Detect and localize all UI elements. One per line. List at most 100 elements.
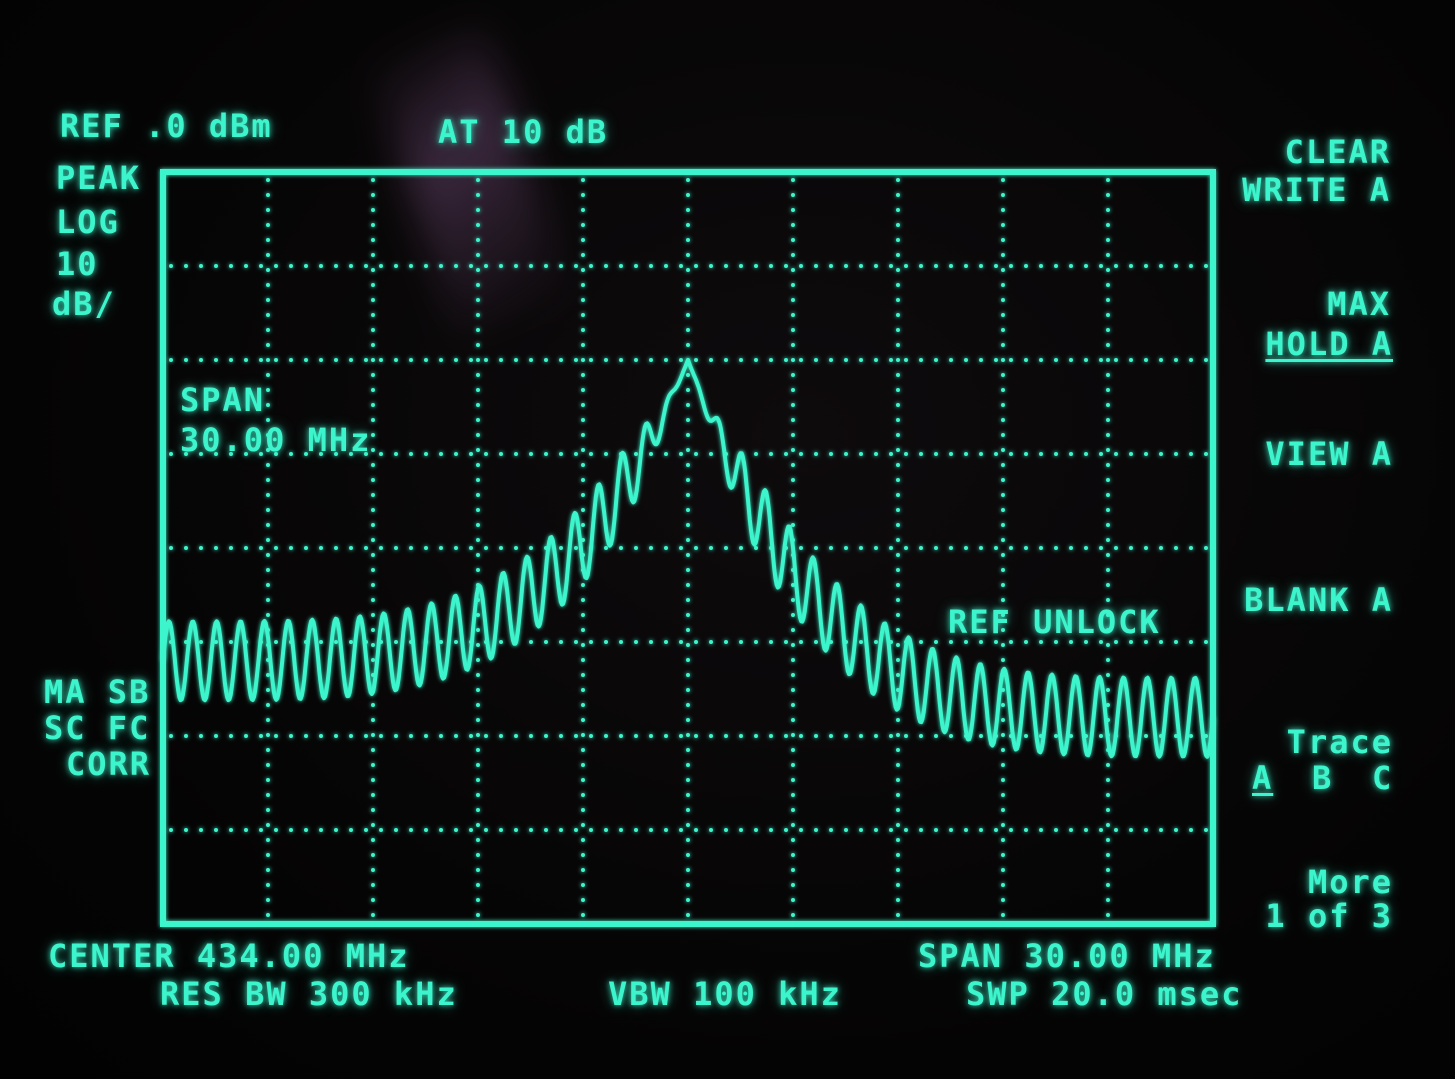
grid-dot xyxy=(476,748,480,752)
grid-dot xyxy=(799,640,803,644)
grid-dot xyxy=(1001,823,1005,827)
grid-dot xyxy=(1054,734,1058,738)
grid-dot xyxy=(1189,640,1193,644)
grid-dot xyxy=(791,763,795,767)
grid-dot xyxy=(649,828,653,832)
grid-dot xyxy=(791,373,795,377)
grid-dot xyxy=(559,734,563,738)
grid-dot xyxy=(1084,264,1088,268)
grid-dot xyxy=(214,358,218,362)
softkey-label: CLEAR xyxy=(1284,133,1391,171)
grid-dot xyxy=(1129,640,1133,644)
grid-dot xyxy=(244,828,248,832)
grid-dot xyxy=(919,264,923,268)
grid-dot xyxy=(1099,734,1103,738)
span-annotation-value: 30.00 MHz xyxy=(180,421,372,459)
grid-dot xyxy=(371,478,375,482)
grid-dot xyxy=(964,358,968,362)
grid-dot xyxy=(214,264,218,268)
grid-dot xyxy=(1106,193,1110,197)
grid-dot xyxy=(529,452,533,456)
grid-dot xyxy=(1106,583,1110,587)
grid-dot xyxy=(409,452,413,456)
grid-dot xyxy=(896,553,900,557)
grid-dot xyxy=(1114,828,1118,832)
trace-a xyxy=(161,358,1215,759)
grid-dot xyxy=(896,238,900,242)
grid-dot xyxy=(259,452,263,456)
grid-dot xyxy=(1106,238,1110,242)
grid-dot xyxy=(274,734,278,738)
grid-dot xyxy=(1069,546,1073,550)
grid-dot xyxy=(829,264,833,268)
grid-dot xyxy=(379,452,383,456)
grid-dot xyxy=(379,828,383,832)
grid-dot xyxy=(679,452,683,456)
grid-dot xyxy=(634,734,638,738)
grid-dot xyxy=(484,358,488,362)
grid-dot xyxy=(896,358,900,362)
grid-dot xyxy=(791,793,795,797)
grid-dot xyxy=(1106,328,1110,332)
grid-dot xyxy=(791,838,795,842)
softkey-label: VIEW A xyxy=(1265,435,1393,473)
grid-dot xyxy=(686,283,690,287)
grid-dot xyxy=(304,546,308,550)
grid-dot xyxy=(454,640,458,644)
softkey-label-selected: HOLD A xyxy=(1265,325,1393,363)
grid-dot xyxy=(371,748,375,752)
grid-dot xyxy=(559,640,563,644)
grid-dot xyxy=(229,828,233,832)
grid-dot xyxy=(499,734,503,738)
grid-dot xyxy=(581,658,585,662)
grid-dot xyxy=(581,418,585,422)
grid-dot xyxy=(896,748,900,752)
grid-dot xyxy=(589,358,593,362)
grid-dot xyxy=(259,546,263,550)
grid-dot xyxy=(686,733,690,737)
grid-dot xyxy=(896,808,900,812)
trace-option-b: B xyxy=(1312,759,1334,797)
grid-dot xyxy=(229,640,233,644)
grid-dot xyxy=(829,546,833,550)
grid-dot xyxy=(476,313,480,317)
grid-dot xyxy=(686,658,690,662)
grid-dot xyxy=(581,493,585,497)
grid-dot xyxy=(394,264,398,268)
grid-dot xyxy=(896,778,900,782)
grid-dot xyxy=(1039,828,1043,832)
grid-dot xyxy=(1106,253,1110,257)
grid-dot xyxy=(371,253,375,257)
grid-dot xyxy=(791,493,795,497)
grid-dot xyxy=(604,546,608,550)
grid-dot xyxy=(484,264,488,268)
grid-dot xyxy=(484,828,488,832)
grid-dot xyxy=(791,448,795,452)
grid-dot xyxy=(896,373,900,377)
grid-dot xyxy=(791,463,795,467)
grid-dot xyxy=(1001,328,1005,332)
grid-dot xyxy=(1106,298,1110,302)
grid-dot xyxy=(964,640,968,644)
grid-dot xyxy=(724,546,728,550)
grid-dot xyxy=(1144,640,1148,644)
grid-dot xyxy=(889,546,893,550)
grid-dot xyxy=(1106,208,1110,212)
grid-dot xyxy=(791,898,795,902)
grid-dot xyxy=(686,778,690,782)
grid-dot xyxy=(266,838,270,842)
grid-dot xyxy=(371,823,375,827)
grid-dot xyxy=(581,823,585,827)
grid-dot xyxy=(896,208,900,212)
grid-dot xyxy=(476,178,480,182)
grid-dot xyxy=(266,373,270,377)
grid-dot xyxy=(844,546,848,550)
grid-dot xyxy=(1106,838,1110,842)
grid-dot xyxy=(889,264,893,268)
grid-dot xyxy=(619,546,623,550)
grid-dot xyxy=(694,734,698,738)
grid-dot xyxy=(544,828,548,832)
grid-dot xyxy=(754,264,758,268)
grid-dot xyxy=(904,734,908,738)
grid-dot xyxy=(844,358,848,362)
